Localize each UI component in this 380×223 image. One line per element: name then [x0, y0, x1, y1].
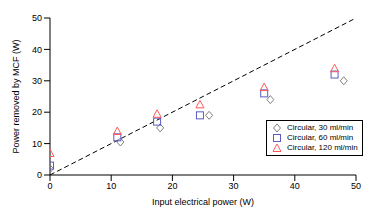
- svg-text:40: 40: [32, 45, 42, 55]
- svg-text:Input electrical power (W): Input electrical power (W): [152, 197, 254, 207]
- svg-text:50: 50: [351, 181, 361, 191]
- html-text:Circular, 120 ml/min: Circular, 120 ml/min: [287, 143, 358, 152]
- svg-text:20: 20: [167, 181, 177, 191]
- svg-text:50: 50: [32, 13, 42, 23]
- svg-text:0: 0: [37, 170, 42, 180]
- svg-text:Power removed by MCF (W): Power removed by MCF (W): [11, 39, 21, 153]
- svg-text:10: 10: [106, 181, 116, 191]
- html-text:Circular, 30 ml/min: Circular, 30 ml/min: [287, 123, 354, 132]
- svg-text:40: 40: [290, 181, 300, 191]
- svg-text:30: 30: [32, 76, 42, 86]
- html-text:Circular, 60 ml/min: Circular, 60 ml/min: [287, 133, 354, 142]
- svg-text:10: 10: [32, 139, 42, 149]
- svg-text:20: 20: [32, 107, 42, 117]
- svg-text:0: 0: [47, 181, 52, 191]
- svg-text:30: 30: [229, 181, 239, 191]
